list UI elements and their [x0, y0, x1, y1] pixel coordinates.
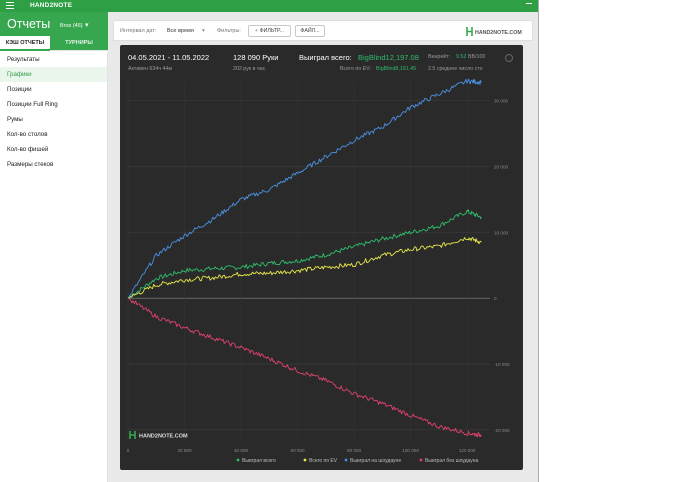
- y-tick-label: 30 000: [494, 99, 508, 104]
- winrate-label: Винрейт:: [428, 54, 451, 60]
- add-filter-button[interactable]: + ФИЛЬТР...: [248, 25, 291, 37]
- legend-label: Всего по EV: [309, 458, 338, 464]
- filter-bar: Интервал дат: Все время ▾ Фильтры: + ФИЛ…: [113, 20, 533, 41]
- tab-tournaments[interactable]: ТУРНИРЫ: [65, 40, 93, 46]
- y-tick-label: 20 000: [494, 165, 508, 170]
- app-name: HAND2NOTE: [30, 2, 73, 9]
- tab-cash-reports[interactable]: КЭШ ОТЧЕТЫ: [0, 36, 50, 51]
- y-tick-label: -10 000: [494, 362, 510, 367]
- y-tick-label: 0: [494, 296, 497, 301]
- winrate-value: 9.52: [456, 54, 467, 60]
- chart-panel: 04.05.2021 - 11.05.2022 Активен 634ч 44м…: [120, 45, 523, 470]
- minimize-icon[interactable]: [526, 3, 532, 4]
- won-total-value: BigBlind12,197.08: [358, 53, 419, 62]
- series-line: [127, 236, 482, 299]
- x-tick-label: 40 000: [234, 448, 248, 453]
- x-tick-label: 100 000: [402, 448, 419, 453]
- add-filter-label: ФИЛЬТР...: [259, 28, 285, 34]
- legend-marker: [419, 458, 423, 462]
- hands-per-hour: 202 рук в час: [233, 66, 266, 72]
- date-range-select[interactable]: Все время: [167, 28, 194, 34]
- chevron-down-icon[interactable]: ▾: [202, 28, 205, 34]
- logo-text: HAND2NOTE.COM: [475, 30, 522, 36]
- title-bar: HAND2NOTE: [0, 0, 538, 12]
- app-window: HAND2NOTE Отчеты Bros (46) ▾ КЭШ ОТЧЕТЫ …: [0, 0, 538, 482]
- x-tick-label: 80 000: [347, 448, 361, 453]
- report-tabs: КЭШ ОТЧЕТЫ ТУРНИРЫ: [0, 36, 108, 51]
- x-tick-label: 60 000: [291, 448, 305, 453]
- series-line: [127, 209, 482, 299]
- y-tick-label: -20 000: [494, 428, 510, 433]
- x-tick-label: 120 000: [459, 448, 476, 453]
- legend-marker: [236, 458, 240, 462]
- plus-icon: +: [254, 28, 260, 34]
- winrate-suffix: BB/100: [468, 54, 486, 60]
- player-selector[interactable]: Bros (46): [60, 23, 83, 29]
- chart-watermark: HAND2NOTE.COM: [129, 431, 188, 440]
- series-line: [127, 297, 482, 438]
- sidebar-item[interactable]: Размеры стеков: [7, 161, 54, 168]
- sidebar-item[interactable]: Позиции Full Ring: [7, 101, 58, 108]
- date-range-label: Интервал дат:: [120, 28, 157, 34]
- ev-label: Всего по EV:: [340, 66, 371, 72]
- y-tick-label: 10 000: [494, 230, 508, 235]
- menu-icon[interactable]: [6, 2, 14, 9]
- sidebar-item[interactable]: Графики: [0, 67, 107, 82]
- sidebar-item[interactable]: Кол-во фишей: [7, 146, 49, 153]
- legend-marker: [344, 458, 348, 462]
- brand-logo: HAND2NOTE.COM: [466, 27, 522, 36]
- x-tick-label: 20 000: [177, 448, 191, 453]
- settings-icon[interactable]: [505, 54, 513, 62]
- main-content: Интервал дат: Все время ▾ Фильтры: + ФИЛ…: [108, 12, 538, 482]
- tables-note: 2.5 среднее число сто: [428, 66, 483, 72]
- filters-label: Фильтры:: [217, 28, 241, 34]
- date-range: 04.05.2021 - 11.05.2022: [128, 53, 210, 62]
- hands-count: 128 090 Руки: [233, 53, 279, 62]
- legend-label: Выиграл всего: [242, 458, 276, 464]
- ev-value: BigBlind8,191.45: [376, 66, 417, 72]
- sidebar-item[interactable]: Румы: [7, 116, 23, 123]
- window-edge: [538, 0, 539, 482]
- page-title: Отчеты: [7, 17, 51, 31]
- won-total-label: Выиграл всего:: [299, 53, 352, 62]
- legend-label: Выиграл на шоудауне: [350, 458, 401, 464]
- chart-svg: 30 000 20 000 10 000 0 -10 000 -20 000 0 20 00…: [127, 78, 510, 464]
- series-line: [127, 78, 482, 299]
- sidebar: Результаты Графики Позиции Позиции Full Rin…: [0, 52, 108, 482]
- chevron-down-icon[interactable]: ▾: [85, 22, 89, 29]
- watermark-text: HAND2NOTE.COM: [139, 434, 188, 440]
- sidebar-item[interactable]: Кол-во столов: [7, 131, 48, 138]
- legend-label: Выиграл без шоудауна: [425, 458, 479, 464]
- file-button[interactable]: ФАЙЛ...: [295, 25, 325, 37]
- x-tick-label: 0: [127, 448, 130, 453]
- legend-marker: [303, 458, 307, 462]
- sidebar-item[interactable]: Результаты: [7, 56, 40, 63]
- active-time: Активен 634ч 44м: [128, 66, 172, 72]
- sidebar-item[interactable]: Позиции: [7, 86, 32, 93]
